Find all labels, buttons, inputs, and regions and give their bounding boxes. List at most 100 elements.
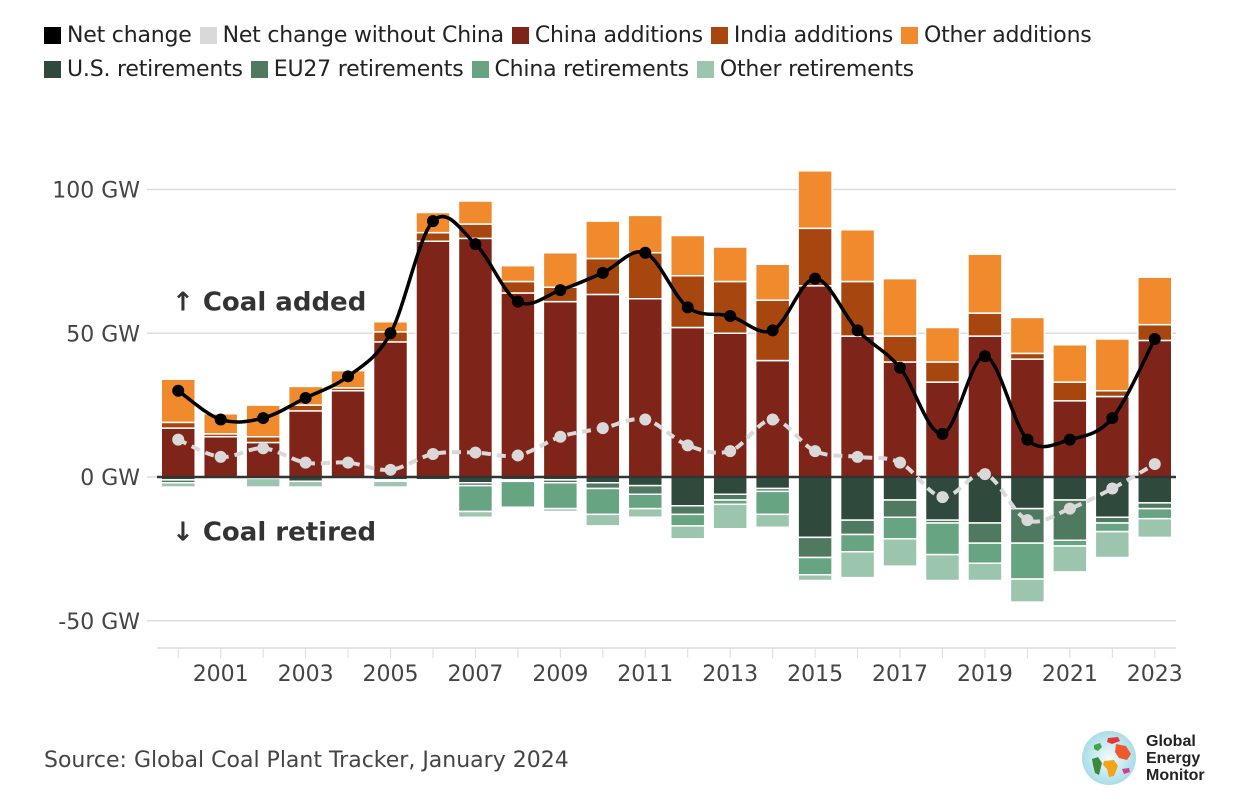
line-net-change-without-china <box>177 416 1156 524</box>
point-net-change-without-china <box>299 456 312 469</box>
bar-segment-other-additions <box>882 277 918 337</box>
bar-segment-other-additions <box>754 263 791 301</box>
legend-item-net-change[interactable]: Net change <box>44 23 192 48</box>
x-tick-label: 2017 <box>872 662 928 687</box>
bar-segment-u-s-retirements <box>1052 476 1088 501</box>
legend-swatch <box>511 26 529 44</box>
bar-segment-u-s-retirements <box>627 476 664 487</box>
point-net-change-without-china <box>1063 502 1076 515</box>
bar-segment-other-retirements <box>754 513 791 529</box>
bar-segment-china-retirements <box>924 522 961 556</box>
bar-segment-eu27-retirements <box>627 484 664 495</box>
bar-segment-other-retirements <box>1009 578 1046 603</box>
point-net-change <box>766 324 779 337</box>
bar-segment-eu27-retirements <box>1094 516 1131 524</box>
point-net-change-without-china <box>724 445 737 458</box>
bar-segment-other-retirements <box>924 553 961 582</box>
bar-segment-other-additions <box>839 229 876 283</box>
x-tick-label: 2001 <box>193 662 249 687</box>
legend-swatch <box>44 60 61 78</box>
bar-segment-other-additions <box>457 200 494 225</box>
bar-segment-other-additions <box>1094 338 1131 392</box>
point-net-change <box>596 266 609 279</box>
legend-item-us-retirements[interactable]: U.S. retirements <box>44 57 243 82</box>
bar-segment-china-additions <box>457 237 494 478</box>
point-net-change-without-china <box>554 430 567 443</box>
legend-item-net-change-without-china[interactable]: Net change without China <box>199 22 505 48</box>
bar-segment-other-retirements <box>712 503 748 530</box>
bar-segment-eu27-retirements <box>585 482 621 490</box>
point-net-change-without-china <box>936 491 949 504</box>
legend-label: Net change <box>67 22 192 48</box>
legend-item-eu27-retirements[interactable]: EU27 retirements <box>250 56 464 82</box>
legend-item-india-additions[interactable]: India additions <box>710 23 893 48</box>
legend-swatch <box>471 60 489 78</box>
point-net-change-without-china <box>172 433 185 446</box>
legend-row-1: Net change Net change without China Chin… <box>44 18 1224 52</box>
y-tick-label: 0 GW <box>80 466 140 491</box>
gem-logo[interactable]: Global Energy Monitor <box>1080 728 1250 788</box>
bar-segment-other-additions <box>1052 344 1088 383</box>
legend-label: Other retirements <box>719 56 914 82</box>
point-net-change <box>1063 433 1076 446</box>
point-net-change-without-china <box>766 413 779 426</box>
legend-label: Other additions <box>923 22 1092 48</box>
point-net-change-without-china <box>342 456 355 469</box>
point-net-change <box>426 215 439 228</box>
bar-segment-eu27-retirements <box>967 522 1003 544</box>
legend-label: Net change without China <box>222 22 505 48</box>
bar-segment-other-retirements <box>967 562 1003 582</box>
line-net-change <box>177 214 1157 449</box>
legend-label: China additions <box>534 22 703 48</box>
legend-item-china-additions[interactable]: China additions <box>511 22 703 48</box>
bar-segment-india-additions <box>712 280 748 334</box>
bar-segment-india-additions <box>627 252 664 300</box>
source-note: Source: Global Coal Plant Tracker, Janua… <box>44 748 569 773</box>
bar-segment-china-retirements <box>1052 539 1088 547</box>
bar-segment-china-additions <box>627 298 664 478</box>
y-axis: 100 GW 50 GW 0 GW -50 GW <box>52 179 140 635</box>
point-net-change-without-china <box>257 442 270 455</box>
bar-segment-u-s-retirements <box>1009 476 1046 510</box>
point-net-change-without-china <box>596 422 609 435</box>
bar-segment-other-retirements <box>457 510 494 518</box>
point-net-change <box>342 370 355 383</box>
point-net-change-without-china <box>384 463 397 476</box>
bar-segment-other-retirements <box>287 480 324 488</box>
logo-text: Global Energy Monitor <box>1146 733 1205 784</box>
legend-swatch <box>199 26 217 44</box>
bar-segment-other-retirements <box>585 513 621 527</box>
bar-segment-china-retirements <box>627 493 664 510</box>
point-net-change <box>639 246 652 259</box>
bar-segment-india-additions <box>160 421 196 429</box>
point-net-change-without-china <box>639 413 652 426</box>
bar-segment-china-retirements <box>585 487 621 516</box>
legend-swatch <box>250 60 268 78</box>
bar-segment-china-retirements <box>500 480 536 508</box>
bar-segment-india-additions <box>1094 390 1131 398</box>
bar-segment-other-retirements <box>202 477 239 481</box>
legend-item-other-retirements[interactable]: Other retirements <box>696 56 914 82</box>
bar-segment-china-retirements <box>457 484 494 513</box>
bar-segment-eu27-retirements <box>669 505 706 516</box>
x-tick-label: 2005 <box>363 662 419 687</box>
point-net-change <box>978 350 991 363</box>
bar-segment-u-s-retirements <box>754 476 791 490</box>
point-net-change-without-china <box>214 450 227 463</box>
legend-item-other-additions[interactable]: Other additions <box>900 22 1092 48</box>
bar-segment-other-retirements <box>245 477 281 488</box>
legend-item-china-retirements[interactable]: China retirements <box>471 57 689 82</box>
bar-segment-india-additions <box>967 312 1003 337</box>
legend-swatch <box>900 26 918 44</box>
bar-segment-china-additions <box>542 300 579 478</box>
bar-segment-other-retirements <box>330 477 366 481</box>
legend-label: EU27 retirements <box>273 56 464 82</box>
bar-segment-china-retirements <box>1009 542 1046 580</box>
bar-segment-u-s-retirements <box>882 476 918 501</box>
point-net-change-without-china <box>1148 458 1161 471</box>
bar-segment-other-retirements <box>627 507 664 518</box>
point-net-change <box>511 295 524 308</box>
bar-segment-other-retirements <box>882 538 918 567</box>
bar-segment-other-additions <box>712 246 748 283</box>
